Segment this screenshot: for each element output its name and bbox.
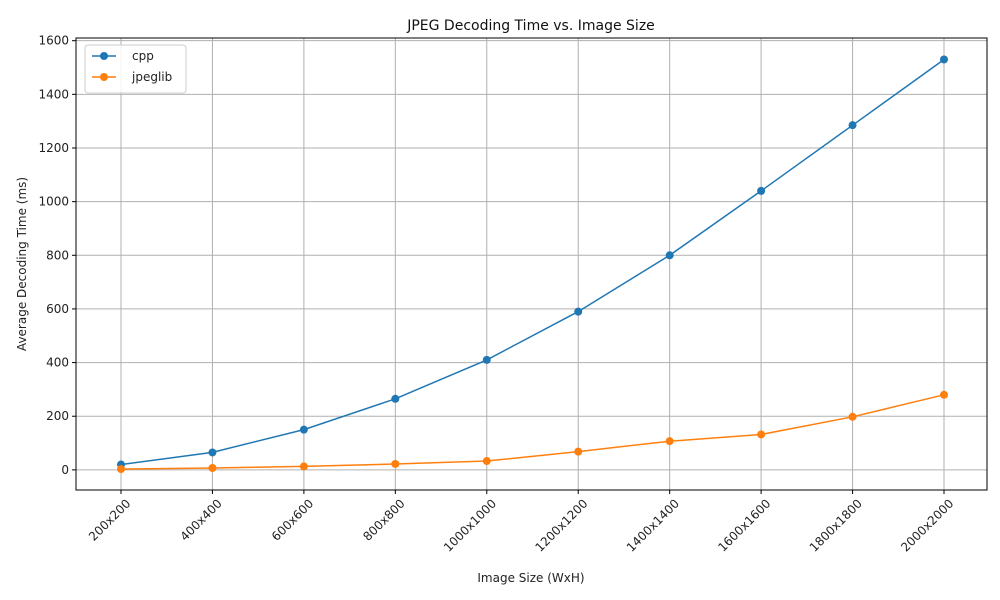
data-point-cpp [665,251,674,260]
plot-frame [75,37,988,491]
y-axis-ticks: 0 200 400 600 800 1000 1200 1400 1600 [38,34,76,477]
y-axis-label: Average Decoding Time (ms) [15,177,29,351]
legend-label-cpp: cpp [132,49,154,63]
x-axis-label: Image Size (WxH) [477,571,584,585]
data-point-jpeglib [665,437,674,446]
series-layer [117,55,948,474]
data-point-jpeglib [940,390,948,399]
y-tick-label: 1600 [38,34,69,48]
y-tick-label: 400 [46,356,69,370]
y-tick-label: 200 [46,409,69,423]
data-point-jpeglib [299,462,308,471]
data-point-cpp [757,186,766,195]
y-tick-label: 800 [46,248,69,262]
legend-label-jpeglib: jpeglib [131,70,172,84]
grid-layer [76,38,987,490]
series-line-jpeglib [120,394,945,470]
data-point-jpeglib [117,465,125,474]
data-point-cpp [299,425,308,434]
y-tick-label: 1000 [38,195,69,209]
legend-marker-cpp [100,52,108,60]
data-point-jpeglib [208,464,217,473]
data-point-cpp [574,307,583,316]
data-point-jpeglib [757,430,766,439]
data-point-cpp [940,55,948,64]
data-point-cpp [482,355,491,364]
data-point-jpeglib [848,412,857,421]
data-point-cpp [208,448,217,457]
legend-box [84,44,187,94]
chart-title: JPEG Decoding Time vs. Image Size [406,18,655,34]
legend: cpp jpeglib [84,44,187,94]
data-point-cpp [848,121,857,130]
data-point-jpeglib [391,459,400,468]
legend-marker-jpeglib [100,73,108,81]
y-tick-label: 0 [61,463,69,477]
data-point-jpeglib [574,447,583,456]
data-point-jpeglib [482,457,491,466]
y-tick-label: 1400 [38,87,69,101]
y-tick-label: 600 [46,302,69,316]
y-tick-label: 1200 [38,141,69,155]
data-point-cpp [391,394,400,403]
series-line-cpp [120,58,945,466]
